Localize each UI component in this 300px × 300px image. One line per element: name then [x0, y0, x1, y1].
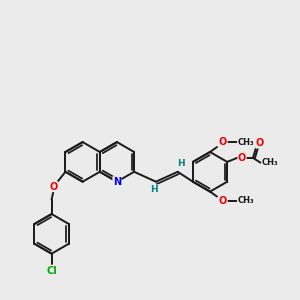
Text: Cl: Cl [46, 266, 57, 275]
Text: CH₃: CH₃ [237, 196, 254, 205]
Text: O: O [50, 182, 58, 192]
Text: CH₃: CH₃ [237, 138, 254, 147]
Text: O: O [219, 196, 227, 206]
Text: CH₃: CH₃ [262, 158, 278, 167]
Text: N: N [113, 177, 121, 187]
Text: O: O [256, 138, 264, 148]
Text: O: O [238, 153, 246, 163]
Text: H: H [150, 185, 158, 194]
Text: H: H [177, 159, 184, 168]
Text: O: O [219, 137, 227, 147]
